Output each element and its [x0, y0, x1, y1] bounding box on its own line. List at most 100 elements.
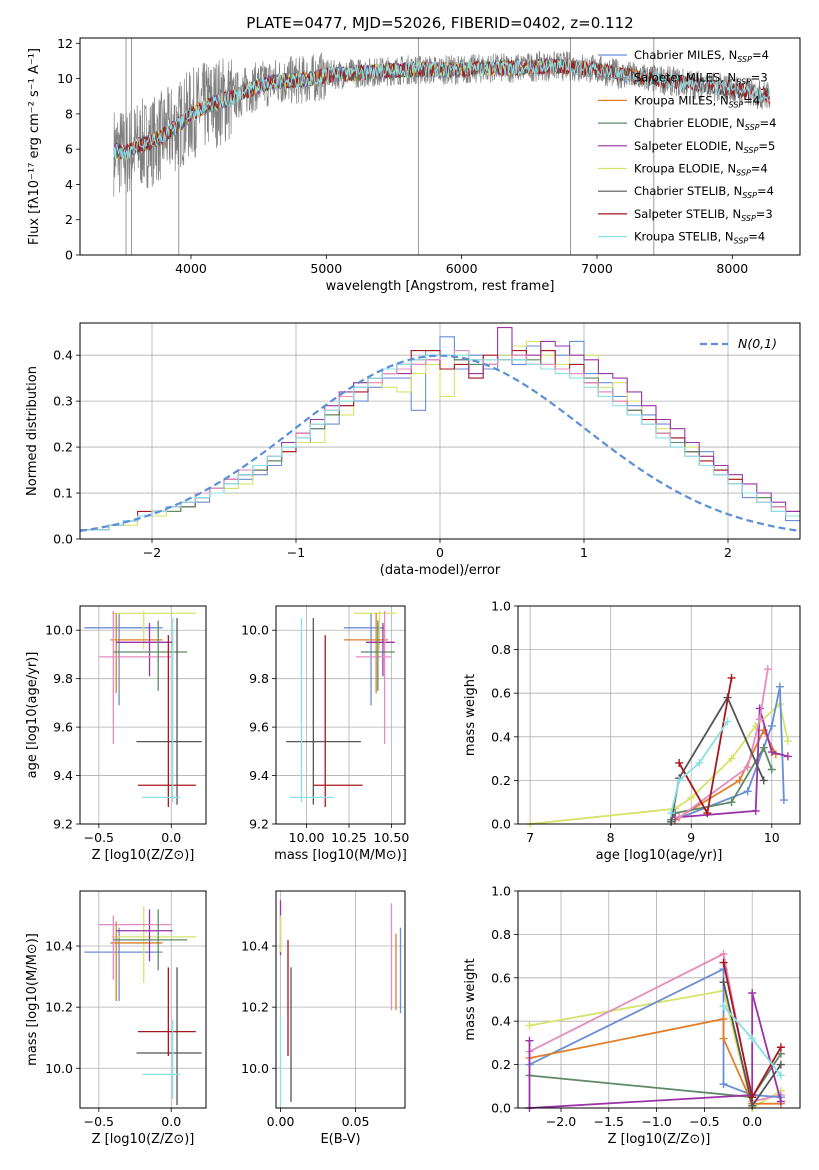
- y-tick-label: 0.6: [491, 686, 511, 701]
- x-tick-label: 0.00: [267, 1114, 295, 1129]
- legend-label: Chabrier STELIB, N: [634, 184, 742, 198]
- legend-suffix: =4: [748, 230, 765, 244]
- legend-entry: Salpeter STELIB, NSSP=3: [634, 207, 773, 223]
- y-tick-label: 0.3: [53, 394, 73, 409]
- y-tick-label: 0.0: [491, 1101, 511, 1116]
- weight-marker: [675, 776, 684, 785]
- x-tick-label: −0.5: [689, 1114, 719, 1129]
- panel-weight-vs-Z: −2.0 −1.5 −1.0 −0.5 0.0 0.0 0.2 0.4 0.6 0.8 1.0 Z […: [463, 884, 801, 1147]
- weight-marker: [759, 743, 768, 752]
- x-axis-label: wavelength [Angstrom, rest frame]: [326, 279, 555, 294]
- weight-marker: [695, 758, 704, 767]
- legend-label: Salpeter STELIB, N: [634, 207, 741, 221]
- panel-mass-vs-EBV: 0.00 0.05 10.0 10.2 10.4 E(B-V): [241, 890, 406, 1147]
- x-tick-label: 0.0: [742, 1114, 762, 1129]
- y-tick-label: 9.2: [53, 817, 73, 832]
- x-tick-label: 4000: [175, 261, 207, 276]
- x-axis-label: age [log10(age/yr)]: [596, 848, 723, 863]
- weight-marker: [743, 787, 752, 796]
- y-tick-label: 0.0: [491, 817, 511, 832]
- y-tick-label: 0.2: [53, 440, 73, 455]
- legend-suffix: =4: [757, 184, 774, 198]
- weight-marker: [763, 665, 772, 674]
- weight-marker: [719, 949, 728, 958]
- y-tick-label: 0.4: [491, 1014, 511, 1029]
- y-tick-label: 2: [65, 212, 73, 227]
- normal-curve: [79, 354, 801, 532]
- y-tick-label: 10.4: [241, 939, 269, 954]
- x-axis-label: (data-model)/error: [380, 563, 501, 578]
- legend-subscript: SSP: [745, 123, 760, 132]
- x-tick-label: 7000: [581, 261, 613, 276]
- weight-marker: [687, 793, 696, 802]
- legend-label: Chabrier MILES, N: [634, 48, 737, 62]
- plot-frame: [79, 890, 207, 1109]
- x-tick-label: −1.0: [641, 1114, 671, 1129]
- y-tick-label: 0.1: [53, 486, 73, 501]
- y-tick-label: 1.0: [491, 599, 511, 614]
- x-tick-label: 6000: [446, 261, 478, 276]
- legend-subscript: SSP: [734, 237, 749, 246]
- legend-suffix: =3: [756, 207, 773, 221]
- model-line-kroupa-stelib: [113, 59, 771, 160]
- weight-marker: [755, 704, 764, 713]
- y-tick-label: 0.2: [491, 1057, 511, 1072]
- plot-frame: [79, 605, 207, 825]
- errorbars: [286, 610, 397, 808]
- x-tick-label: 2: [724, 545, 732, 560]
- legend-subscript: SSP: [741, 214, 756, 223]
- x-tick-label: 10.25: [331, 830, 367, 845]
- x-tick-label: 0.0: [161, 830, 181, 845]
- y-tick-label: 0.4: [491, 729, 511, 744]
- weight-marker: [703, 809, 712, 818]
- weight-marker: [719, 1015, 728, 1024]
- errorbars: [279, 900, 402, 1108]
- y-tick-label: 9.6: [249, 720, 269, 735]
- y-tick-label: 0.0: [53, 532, 73, 547]
- weight-marker: [776, 1097, 785, 1106]
- weight-marker: [776, 1071, 785, 1080]
- weight-marker: [755, 715, 764, 724]
- plot-frame: [275, 890, 406, 1109]
- panel-mass-vs-Z: −0.5 0.0 10.0 10.2 10.4 Z [log10(Z/Z⊙)] mass […: [25, 890, 207, 1147]
- x-tick-label: −1.5: [594, 1114, 624, 1129]
- x-tick-label: 5000: [310, 261, 342, 276]
- legend-label: Kroupa STELIB, N: [634, 230, 734, 244]
- y-axis-label: Flux [fλ10⁻¹⁷ erg cm⁻² s⁻¹ A⁻¹]: [27, 48, 42, 245]
- weight-marker: [748, 1034, 757, 1043]
- x-axis-label: Z [log10(Z/Z⊙)]: [92, 848, 195, 863]
- x-tick-label: −2.0: [546, 1114, 576, 1129]
- y-tick-label: 10.0: [45, 623, 73, 638]
- x-tick-label: 10.50: [374, 830, 410, 845]
- legend-suffix: =5: [758, 139, 775, 153]
- y-tick-label: 9.8: [53, 671, 73, 686]
- legend-label: Salpeter MILES, N: [634, 71, 736, 85]
- plot-frame: [275, 605, 406, 825]
- weight-marker: [675, 813, 684, 822]
- histogram-kroupa-stelib: [80, 354, 800, 531]
- weight-marker: [767, 721, 776, 730]
- x-tick-label: −0.5: [84, 1114, 114, 1129]
- weight-marker: [767, 765, 776, 774]
- weight-line-kroupa-elodie: [529, 989, 782, 1110]
- weight-marker: [719, 1034, 728, 1043]
- legend-entry: Chabrier ELODIE, NSSP=4: [634, 116, 776, 132]
- y-tick-label: 0.8: [491, 927, 511, 942]
- weight-marker: [776, 1043, 785, 1052]
- legend-entry: N(0,1): [738, 336, 777, 351]
- y-tick-label: 10.4: [45, 939, 73, 954]
- y-axis-label: mass weight: [463, 958, 478, 1040]
- x-tick-label: 0: [436, 545, 444, 560]
- weight-marker: [748, 1093, 757, 1102]
- legend-label: Kroupa MILES, N: [634, 93, 729, 107]
- y-tick-label: 10.2: [45, 1000, 73, 1015]
- figure-title: PLATE=0477, MJD=52026, FIBERID=0402, z=0…: [246, 14, 633, 32]
- legend-label: Salpeter ELODIE, N: [634, 139, 744, 153]
- plot-frame: [517, 605, 801, 825]
- x-tick-label: −1: [287, 545, 305, 560]
- y-tick-label: 9.2: [249, 817, 269, 832]
- y-tick-label: 10.0: [45, 1061, 73, 1076]
- x-tick-label: 8000: [716, 261, 748, 276]
